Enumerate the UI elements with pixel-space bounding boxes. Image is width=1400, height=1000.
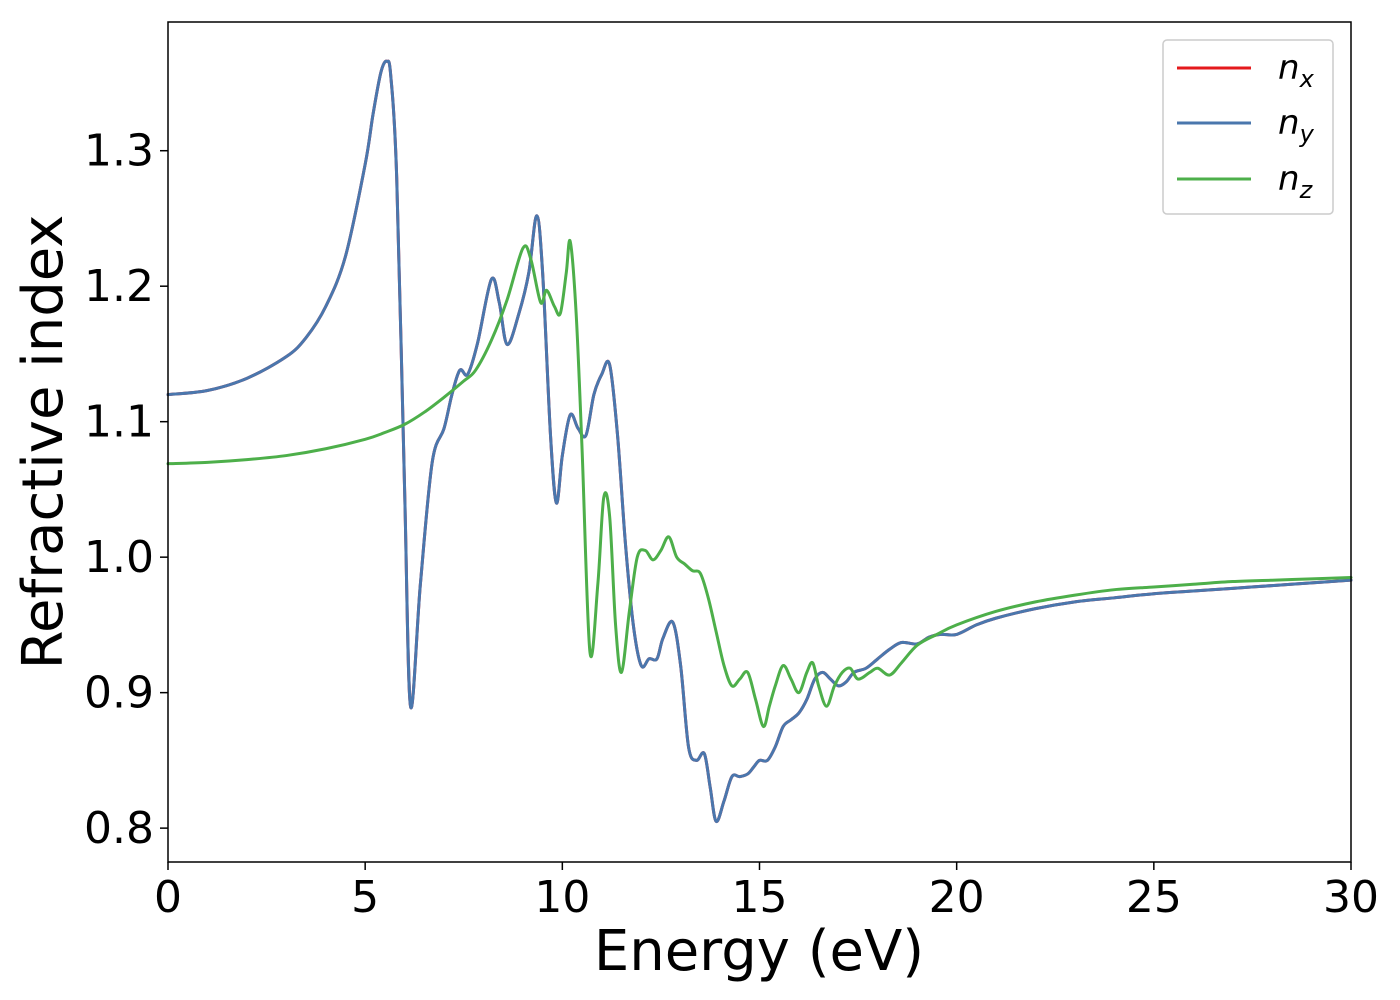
legend-label-nx: nx xyxy=(1278,48,1315,93)
y-tick-label: 1.1 xyxy=(84,397,154,448)
y-tick-label: 1.0 xyxy=(84,532,154,583)
x-tick-label: 25 xyxy=(1126,872,1182,923)
series-layer xyxy=(166,59,1353,823)
series-line-nz xyxy=(166,238,1353,729)
legend-label-ny: ny xyxy=(1278,103,1315,148)
x-axis-label: Energy (eV) xyxy=(594,919,924,984)
x-axis: 0 5 10 15 20 25 30 xyxy=(154,862,1379,923)
y-tick-label: 0.9 xyxy=(84,668,154,719)
y-axis: 0.8 0.9 1.0 1.1 1.2 1.3 xyxy=(84,126,168,854)
x-tick-label: 30 xyxy=(1323,872,1379,923)
y-tick-label: 1.3 xyxy=(84,126,154,177)
x-tick-label: 5 xyxy=(351,872,379,923)
legend-box xyxy=(1162,39,1334,215)
series-line-ny xyxy=(166,59,1353,823)
x-tick-label: 15 xyxy=(732,872,788,923)
y-tick-label: 0.8 xyxy=(84,803,154,854)
legend-label-nz: nz xyxy=(1278,159,1314,204)
legend: nx ny nz xyxy=(1162,39,1334,215)
y-axis-label: Refractive index xyxy=(11,215,76,670)
x-tick-label: 10 xyxy=(534,872,590,923)
y-tick-label: 1.2 xyxy=(84,261,154,312)
x-tick-label: 0 xyxy=(154,872,182,923)
x-tick-label: 20 xyxy=(929,872,985,923)
